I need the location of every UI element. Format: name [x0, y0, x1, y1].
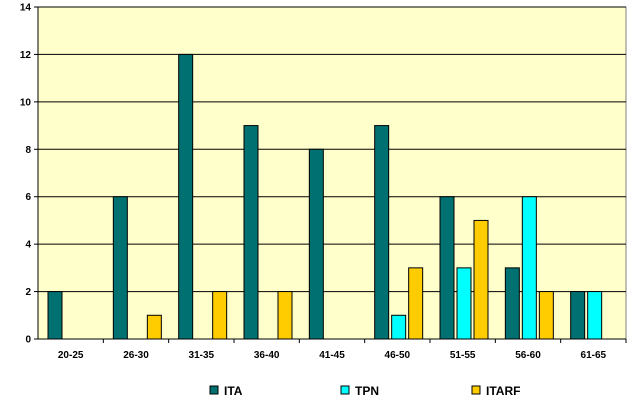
bars [47, 53, 603, 340]
bar-itarf-26-30 [146, 314, 162, 340]
bar-ita-61-65 [570, 291, 586, 340]
bar-ita-31-35 [178, 53, 194, 340]
x-tick-label-36-40: 36-40 [254, 350, 280, 361]
legend-label-itarf: ITARF [486, 384, 520, 398]
y-tick-label: 10 [20, 97, 32, 108]
bar-itarf-36-40 [277, 291, 293, 340]
legend-swatch-itarf [471, 385, 481, 395]
bar-ita-51-55 [439, 196, 455, 340]
legend-swatch-tpn [340, 385, 350, 395]
x-tick-label-26-30: 26-30 [123, 350, 149, 361]
legend-label-ita: ITA [224, 384, 243, 398]
bar-tpn-46-50 [391, 314, 407, 340]
bar-ita-56-60 [504, 267, 520, 340]
y-tick-label: 12 [20, 50, 32, 61]
bar-itarf-51-55 [473, 219, 489, 340]
y-tick-label: 2 [25, 287, 31, 298]
bar-tpn-51-55 [456, 267, 472, 340]
x-tick-label-46-50: 46-50 [385, 350, 411, 361]
legend-swatch-ita [209, 385, 219, 395]
x-tick-label-41-45: 41-45 [319, 350, 345, 361]
x-tick-label-20-25: 20-25 [58, 350, 84, 361]
y-tick-label: 6 [25, 192, 31, 203]
legend-label-tpn: TPN [355, 384, 379, 398]
bar-itarf-56-60 [538, 291, 554, 340]
y-tick-label: 14 [20, 3, 32, 14]
bar-itarf-46-50 [408, 267, 424, 340]
x-tick-label-31-35: 31-35 [189, 350, 215, 361]
y-tick-label: 4 [25, 240, 31, 251]
bar-ita-20-25 [47, 291, 63, 340]
y-axis-ticks: 0 2 4 6 8 10 12 14 [20, 3, 38, 346]
bar-ita-26-30 [112, 196, 128, 340]
bar-ita-36-40 [243, 125, 259, 340]
x-tick-label-61-65: 61-65 [581, 350, 607, 361]
y-tick-label: 8 [25, 145, 31, 156]
x-tick-label-56-60: 56-60 [515, 350, 541, 361]
x-axis-ticks: 20-25 26-30 31-35 36-40 41-45 46-50 51-55 56-60… [58, 339, 627, 361]
legend: ITA TPN ITARF [209, 384, 520, 398]
bar-ita-41-45 [308, 148, 324, 340]
bar-tpn-61-65 [587, 291, 603, 340]
bar-tpn-56-60 [521, 196, 537, 340]
bar-ita-46-50 [374, 125, 390, 340]
x-tick-label-51-55: 51-55 [450, 350, 476, 361]
y-tick-label: 0 [25, 335, 31, 346]
bar-itarf-31-35 [212, 291, 228, 340]
